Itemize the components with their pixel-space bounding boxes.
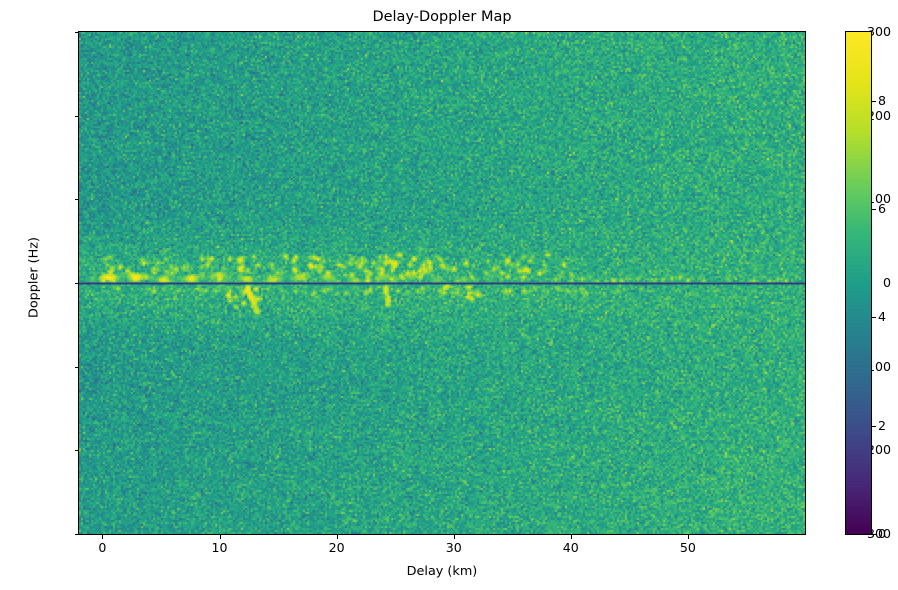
- colorbar-tick-label: 2: [878, 417, 887, 433]
- x-tick-mark: [570, 535, 572, 539]
- x-tick-label: 50: [679, 540, 696, 555]
- y-tick-mark: [74, 199, 78, 201]
- x-tick-label: 30: [445, 540, 462, 555]
- x-tick-mark: [219, 535, 221, 539]
- y-tick-mark: [74, 366, 78, 368]
- page-title: Delay-Doppler Map: [372, 9, 512, 25]
- y-tick-mark: [74, 115, 78, 117]
- colorbar-tick-label: 4: [878, 309, 887, 325]
- y-tick-label: 300: [866, 24, 891, 39]
- x-tick-label: 0: [98, 540, 107, 555]
- colorbar-tick-label: 8: [878, 92, 887, 108]
- y-axis-label: Doppler (Hz): [26, 237, 42, 319]
- colorbar-tick-mark: [872, 534, 876, 535]
- colorbar: [845, 31, 872, 535]
- x-tick-mark: [102, 535, 104, 539]
- y-tick-label: 200: [866, 107, 891, 123]
- colorbar-tick-mark: [872, 317, 876, 319]
- colorbar-tick-mark: [872, 100, 876, 102]
- colorbar-gradient: [846, 32, 871, 534]
- colorbar-tick-label: 0: [878, 526, 887, 541]
- x-tick-mark: [453, 535, 455, 539]
- colorbar-tick-label: 6: [878, 201, 887, 217]
- y-tick-label: 100: [866, 191, 891, 207]
- plot-area: [78, 31, 806, 535]
- y-tick-mark: [74, 283, 78, 284]
- colorbar-tick-mark: [872, 209, 876, 211]
- colorbar-tick-mark: [872, 425, 876, 427]
- x-tick-mark: [336, 535, 338, 539]
- x-tick-label: 20: [328, 540, 345, 555]
- x-tick-label: 10: [211, 540, 228, 555]
- x-axis-label: Delay (km): [406, 564, 478, 579]
- y-tick-label: 0: [882, 275, 891, 290]
- x-tick-label: 40: [562, 540, 579, 555]
- y-tick-mark: [74, 450, 78, 452]
- heatmap-canvas: [79, 32, 805, 534]
- y-tick-mark: [74, 32, 78, 33]
- y-tick-mark: [74, 534, 78, 535]
- x-tick-mark: [687, 535, 689, 539]
